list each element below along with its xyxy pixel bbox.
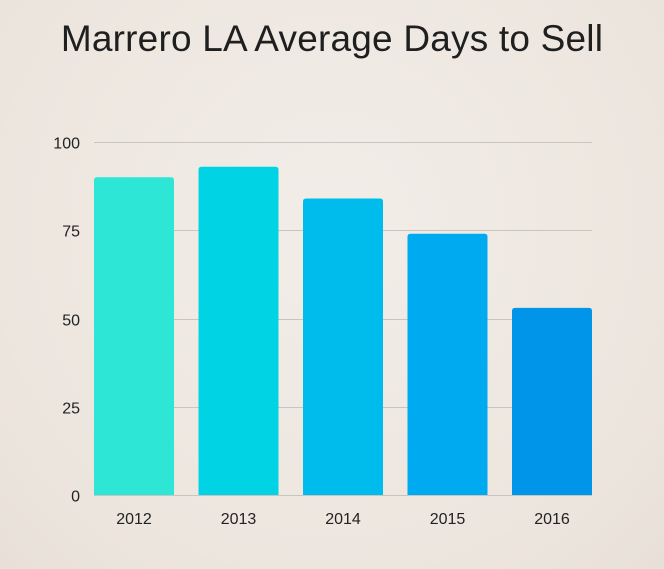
x-axis-ticks: 2012 2013 2014 2015 2016 [116, 511, 570, 528]
x-tick-label: 2012 [116, 511, 152, 528]
y-tick-label: 25 [62, 401, 80, 418]
y-tick-label: 0 [71, 489, 80, 506]
chart-title: Marrero LA Average Days to Sell [60, 18, 604, 59]
x-tick-label: 2016 [534, 511, 570, 528]
x-tick-label: 2014 [325, 511, 361, 528]
y-tick-label: 50 [62, 313, 80, 330]
x-tick-label: 2015 [430, 511, 466, 528]
bar-2016 [512, 307, 592, 495]
bar-2012 [94, 177, 174, 496]
y-tick-label: 100 [53, 136, 80, 153]
bar-2015 [407, 233, 488, 495]
x-tick-label: 2013 [221, 511, 257, 528]
bars [94, 166, 592, 496]
bar-2014 [303, 198, 383, 496]
y-axis-ticks: 0 25 50 75 100 [53, 136, 80, 506]
bar-2013 [198, 166, 279, 495]
y-tick-label: 75 [62, 224, 80, 241]
